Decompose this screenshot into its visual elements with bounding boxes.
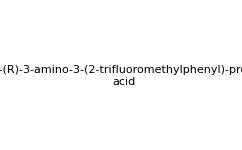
Text: FMOC-(R)-3-amino-3-(2-trifluoromethylphenyl)-propionic acid: FMOC-(R)-3-amino-3-(2-trifluoromethylphe… (0, 65, 242, 87)
